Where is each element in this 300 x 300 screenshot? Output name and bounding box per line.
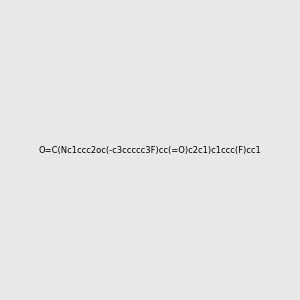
Text: O=C(Nc1ccc2oc(-c3ccccc3F)cc(=O)c2c1)c1ccc(F)cc1: O=C(Nc1ccc2oc(-c3ccccc3F)cc(=O)c2c1)c1cc… — [39, 146, 261, 154]
